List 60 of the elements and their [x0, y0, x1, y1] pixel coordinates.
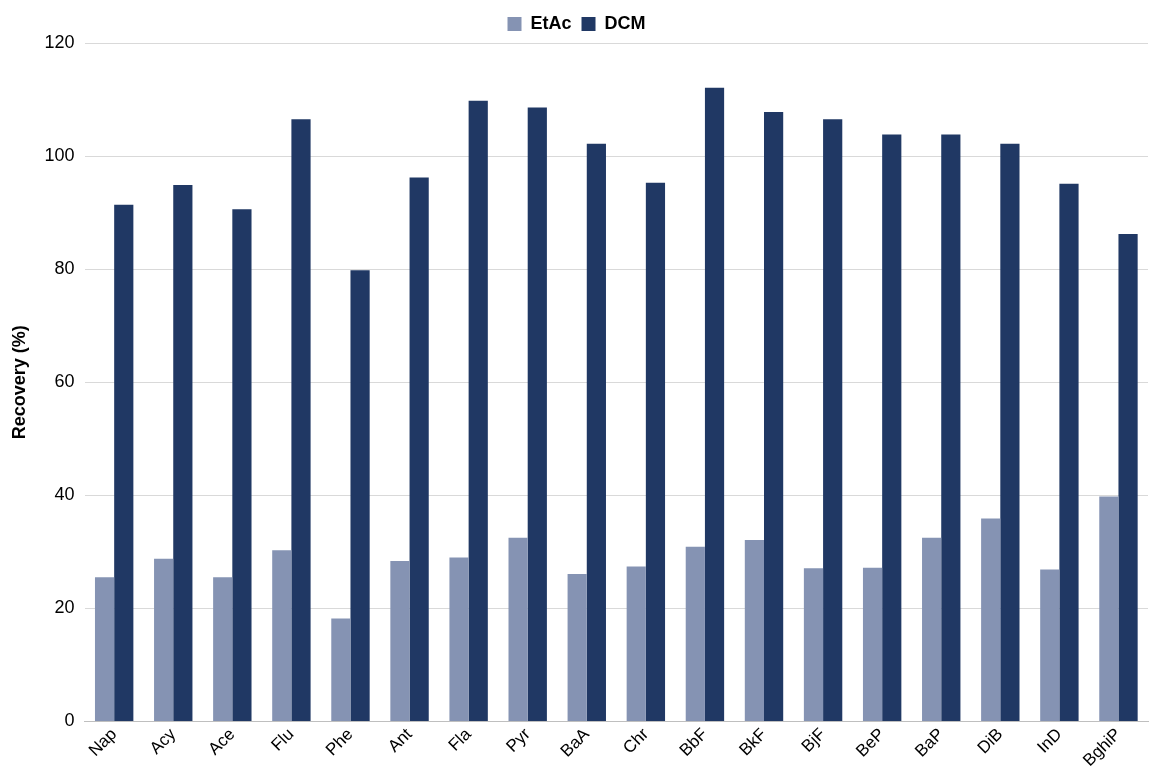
bar [272, 550, 292, 721]
bar [941, 134, 961, 721]
bar [409, 177, 429, 721]
bar [1099, 496, 1119, 721]
bar [922, 537, 942, 721]
bar [645, 182, 666, 721]
bar [823, 119, 843, 721]
y-tick-label: 100 [44, 145, 75, 166]
x-tick-label: BaA [556, 723, 594, 761]
legend-label: DCM [604, 12, 646, 33]
x-tick-label: Flu [267, 724, 298, 755]
bar [1118, 234, 1138, 721]
x-tick-label: BkF [735, 724, 771, 760]
y-tick-label: 0 [64, 710, 75, 731]
y-tick-label: 80 [54, 258, 75, 279]
bar [567, 573, 587, 721]
legend-label: EtAc [530, 12, 572, 33]
x-tick-label: Chr [619, 724, 653, 758]
bar [232, 209, 252, 721]
y-tick-label: 60 [54, 371, 75, 392]
bar [114, 204, 134, 721]
bar [1040, 569, 1060, 721]
x-tick-label: BjF [797, 724, 830, 756]
bar [213, 577, 233, 721]
bar [586, 143, 606, 721]
bar [350, 270, 370, 721]
bar [173, 184, 193, 721]
bar [744, 540, 765, 721]
bar [685, 546, 705, 721]
bar [981, 518, 1001, 721]
bar [94, 577, 115, 721]
bar [331, 618, 351, 721]
bar [1000, 143, 1020, 721]
bar [882, 134, 902, 721]
bar [803, 568, 824, 721]
bar [508, 537, 528, 721]
x-tick-label: Acy [145, 724, 180, 758]
bar [449, 557, 469, 721]
bar [291, 119, 311, 721]
bar [1059, 183, 1079, 721]
x-tick-label: Ace [204, 724, 239, 759]
bar [764, 111, 784, 721]
x-tick-label: DiB [973, 724, 1007, 758]
y-tick-label: 20 [54, 597, 75, 618]
x-tick-label: InD [1033, 724, 1066, 757]
bar [862, 567, 883, 721]
bar [527, 107, 547, 721]
x-tick-label: Fla [444, 724, 476, 755]
bar [704, 87, 725, 721]
bar [390, 560, 410, 721]
y-tick-label: 40 [54, 484, 75, 505]
y-axis-title: Recovery (%) [8, 325, 29, 440]
x-tick-label: Pyr [502, 724, 535, 756]
bar [626, 566, 646, 721]
bar [468, 100, 488, 721]
x-tick-label: Ant [384, 724, 416, 756]
x-tick-label: Nap [84, 724, 121, 760]
x-tick-label: Phe [321, 724, 357, 760]
y-tick-label: 120 [44, 31, 75, 52]
bar [154, 558, 174, 721]
